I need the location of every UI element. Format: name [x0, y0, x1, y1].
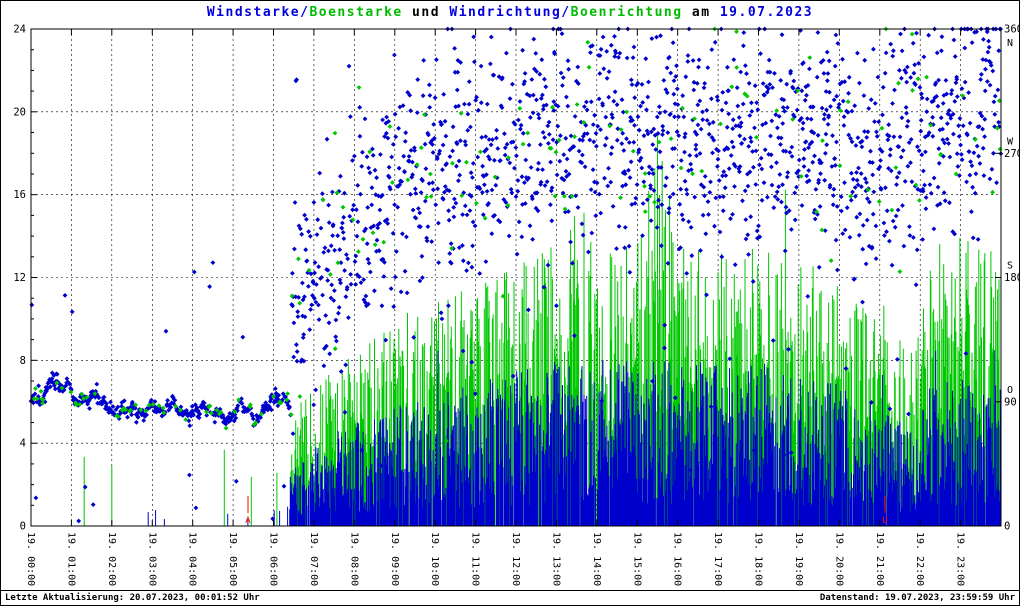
svg-text:O: O [1007, 385, 1013, 396]
svg-text:4: 4 [20, 438, 26, 450]
svg-text:19. 05:00: 19. 05:00 [227, 532, 238, 586]
svg-text:19. 21:00: 19. 21:00 [874, 532, 885, 586]
svg-text:19. 10:00: 19. 10:00 [429, 532, 440, 586]
svg-text:19. 11:00: 19. 11:00 [470, 532, 481, 586]
svg-text:19. 03:00: 19. 03:00 [146, 532, 157, 586]
svg-text:19. 09:00: 19. 09:00 [389, 532, 400, 586]
svg-text:W: W [1007, 136, 1014, 147]
svg-text:20: 20 [13, 106, 26, 118]
title-segment: Boenrichtung [570, 5, 683, 20]
svg-text:N: N [1007, 38, 1013, 49]
svg-text:19. 22:00: 19. 22:00 [914, 532, 925, 586]
svg-text:270: 270 [1004, 148, 1020, 160]
chart-title: Windstarke/Boenstarke und Windrichtung/B… [1, 5, 1019, 20]
svg-text:19. 12:00: 19. 12:00 [510, 532, 521, 586]
svg-text:90: 90 [1004, 396, 1017, 408]
svg-text:0: 0 [1004, 521, 1010, 533]
svg-text:19. 00:00: 19. 00:00 [25, 532, 36, 586]
svg-text:19. 07:00: 19. 07:00 [308, 532, 319, 586]
svg-text:19. 16:00: 19. 16:00 [672, 532, 683, 586]
title-segment: und [402, 5, 450, 20]
svg-text:19. 06:00: 19. 06:00 [268, 532, 279, 586]
title-segment: am [682, 5, 720, 20]
svg-text:U: U [882, 516, 887, 526]
svg-text:A: A [245, 516, 251, 526]
svg-text:19. 19:00: 19. 19:00 [793, 532, 804, 586]
svg-text:8: 8 [20, 355, 26, 367]
svg-text:19. 04:00: 19. 04:00 [187, 532, 198, 586]
svg-text:24: 24 [13, 24, 26, 36]
svg-text:19. 15:00: 19. 15:00 [631, 532, 642, 586]
svg-text:19. 20:00: 19. 20:00 [833, 532, 844, 586]
data-state-text: Datenstand: 19.07.2023, 23:59:59 Uhr [819, 593, 1015, 603]
svg-text:19. 23:00: 19. 23:00 [955, 532, 966, 586]
title-segment: Windrichtung/ [449, 5, 571, 20]
svg-text:19. 01:00: 19. 01:00 [65, 532, 76, 586]
svg-text:19. 02:00: 19. 02:00 [106, 532, 117, 586]
svg-text:19. 18:00: 19. 18:00 [753, 532, 764, 586]
title-segment: 19.07.2023 [719, 5, 814, 20]
svg-text:19. 08:00: 19. 08:00 [348, 532, 359, 586]
svg-text:S: S [1007, 261, 1013, 272]
title-segment: Windstarke/ [206, 5, 310, 20]
svg-text:19. 14:00: 19. 14:00 [591, 532, 602, 586]
svg-text:360: 360 [1004, 24, 1020, 36]
last-update-text: Letzte Aktualisierung: 20.07.2023, 00:01… [5, 593, 260, 603]
svg-text:180: 180 [1004, 272, 1020, 284]
title-segment: Boenstarke [309, 5, 403, 20]
svg-text:0: 0 [20, 521, 26, 533]
svg-text:19. 17:00: 19. 17:00 [712, 532, 723, 586]
svg-text:19. 13:00: 19. 13:00 [550, 532, 561, 586]
svg-text:16: 16 [13, 189, 26, 201]
svg-text:12: 12 [13, 272, 26, 284]
